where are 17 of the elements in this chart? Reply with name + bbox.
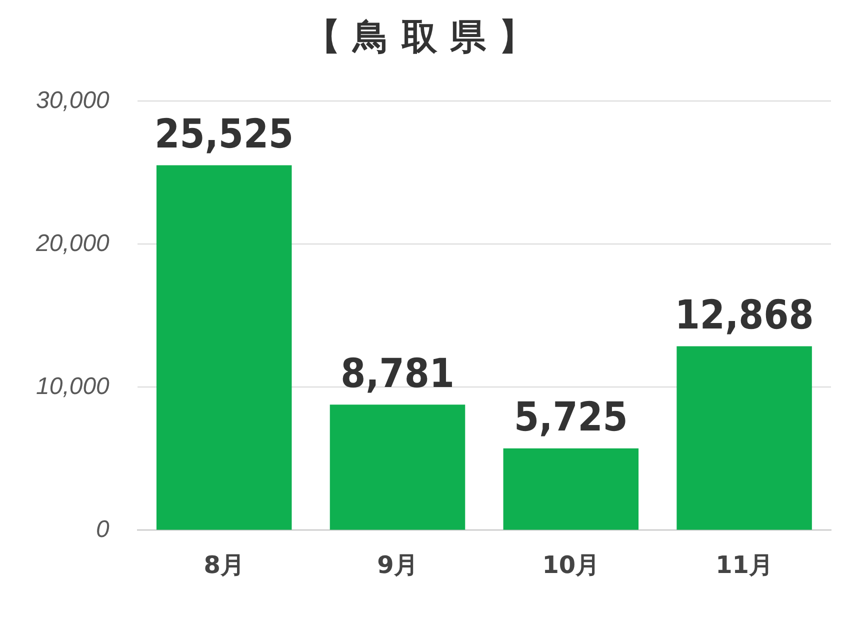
- x-tick-label: 10月: [542, 550, 600, 579]
- y-tick-label: 20,000: [35, 230, 110, 257]
- data-label: 5,725: [514, 394, 628, 441]
- data-label: 12,868: [674, 292, 814, 339]
- bar: [156, 165, 292, 530]
- bar: [503, 448, 639, 530]
- x-tick-label: 11月: [716, 550, 774, 579]
- bar: [676, 346, 812, 530]
- y-tick-label: 0: [96, 516, 110, 543]
- y-tick-label: 10,000: [36, 372, 110, 400]
- chart-title: 【 鳥 取 県 】: [304, 16, 535, 58]
- bar: [330, 404, 466, 530]
- x-tick-label: 9月: [377, 550, 418, 579]
- y-tick-label: 30,000: [36, 86, 110, 114]
- x-tick-label: 8月: [204, 550, 244, 579]
- data-label: 25,525: [154, 112, 294, 158]
- data-label: 8,781: [340, 351, 454, 398]
